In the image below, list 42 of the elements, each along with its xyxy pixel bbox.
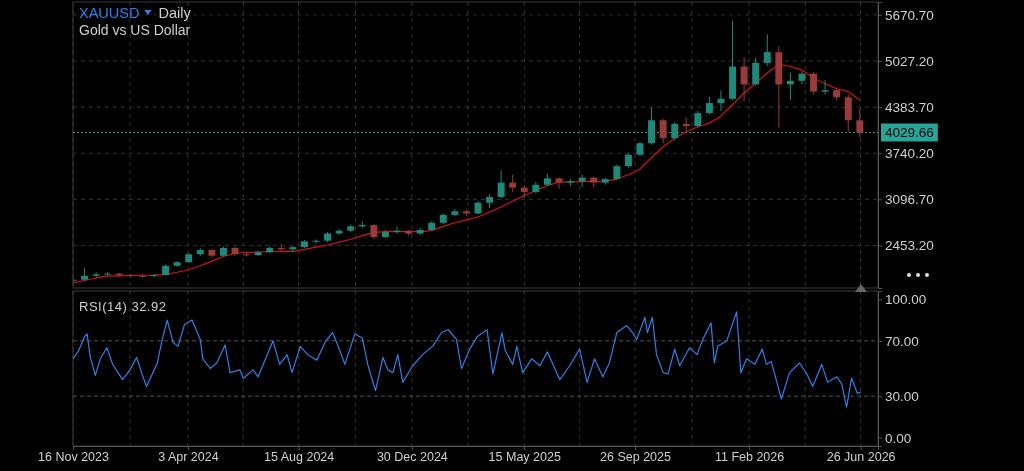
y-tick-label: 5670.70: [885, 7, 934, 23]
candlestick: [555, 177, 563, 189]
y-tick-label: 3740.20: [885, 146, 934, 162]
candlestick: [92, 271, 100, 278]
candlestick: [810, 71, 818, 95]
candlestick: [752, 57, 760, 87]
candlestick: [740, 56, 748, 102]
y-tick-label: 5027.20: [885, 53, 934, 69]
candlestick: [127, 273, 135, 278]
x-tick-label: 15 Aug 2024: [264, 449, 335, 464]
text: Gold vs US Dollar: [79, 22, 191, 38]
x-tick-label: 30 Dec 2024: [376, 449, 448, 464]
x-tick-label: 15 May 2025: [488, 449, 561, 464]
ref-line-label: 4029.66: [885, 125, 934, 141]
text: RSI(14) 32.92: [79, 299, 167, 314]
x-tick-label: 11 Feb 2026: [714, 449, 785, 464]
annotation: Daily: [158, 5, 192, 21]
candlestick: [717, 89, 725, 112]
y-tick-label: 4383.70: [885, 99, 934, 115]
x-tick-label: 26 Sep 2025: [600, 449, 672, 464]
y-tick-label: 3096.70: [885, 192, 934, 208]
candlestick: [844, 93, 852, 133]
x-tick-label: 3 Apr 2024: [158, 449, 219, 464]
candlestick: [856, 108, 864, 138]
candlestick: [335, 228, 343, 236]
candlestick: [497, 169, 505, 199]
y-tick-label: 2453.20: [885, 238, 934, 254]
candlestick: [821, 79, 829, 95]
candlestick: [763, 33, 771, 67]
line-series: [73, 63, 861, 284]
candlestick: [682, 116, 690, 133]
candlestick: [138, 273, 146, 279]
candlestick: [659, 118, 667, 144]
x-tick-label: 16 Nov 2023: [38, 449, 109, 464]
y-tick-label: 0.00: [885, 430, 912, 446]
chart-title: XAUUSD: [79, 5, 140, 21]
y-tick-label: 30.00: [885, 389, 919, 404]
x-tick-label: 26 Jun 2026: [826, 449, 896, 464]
y-tick-label: 70.00: [885, 333, 919, 349]
y-tick-label: 100.00: [885, 292, 927, 308]
candlestick: [648, 106, 656, 146]
candlestick: [671, 121, 679, 141]
